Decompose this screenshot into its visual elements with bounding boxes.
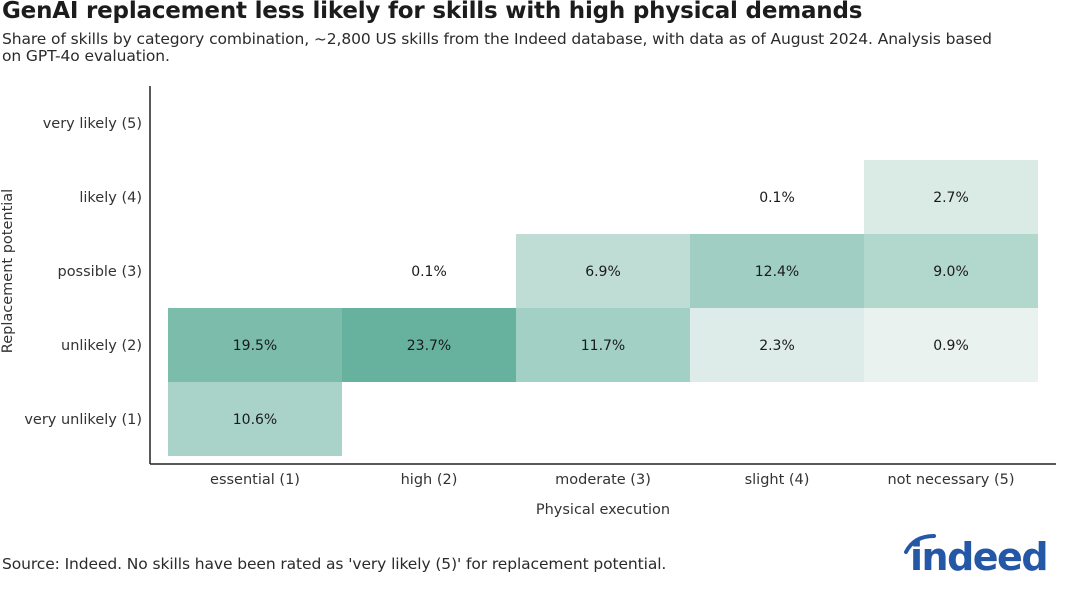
cell-value-label: 0.9%	[933, 338, 969, 354]
indeed-logo: indeed	[904, 534, 1049, 578]
heatmap-cell	[516, 308, 690, 382]
heatmap-cell	[690, 234, 864, 308]
cell-value-label: 6.9%	[585, 264, 621, 280]
cell-value-label: 23.7%	[407, 338, 451, 354]
y-tick-label: unlikely (2)	[61, 338, 142, 354]
heatmap-cell	[864, 234, 1038, 308]
cell-labels: 10.6% 19.5% 23.7% 0.1% 11.7% 6.9% 2.3% 12.4% 0.1…	[233, 190, 969, 428]
chart-subtitle: Share of skills by category combination,…	[2, 30, 992, 65]
y-tick-label: very likely (5)	[43, 116, 142, 132]
cell-value-label: 11.7%	[581, 338, 625, 354]
x-axis-label: Physical execution	[536, 502, 670, 518]
x-tick-label: essential (1)	[210, 472, 300, 488]
heatmap-cell	[168, 308, 342, 382]
cell-value-label: 0.1%	[411, 264, 447, 280]
heatmap-cell	[342, 308, 516, 382]
x-tick-label: not necessary (5)	[887, 472, 1014, 488]
heatmap-cell	[864, 308, 1038, 382]
heatmap-cell	[690, 308, 864, 382]
heatmap-cell	[864, 160, 1038, 234]
cell-value-label: 19.5%	[233, 338, 277, 354]
cell-value-label: 9.0%	[933, 264, 969, 280]
y-tick-labels: very unlikely (1) unlikely (2) possible (3…	[24, 116, 142, 428]
x-tick-label: moderate (3)	[555, 472, 651, 488]
cell-value-label: 0.1%	[759, 190, 795, 206]
x-tick-label: slight (4)	[745, 472, 810, 488]
y-tick-label: very unlikely (1)	[24, 412, 142, 428]
cell-value-label: 12.4%	[755, 264, 799, 280]
cell-value-label: 2.7%	[933, 190, 969, 206]
cell-value-label: 10.6%	[233, 412, 277, 428]
heatmap-cell	[168, 382, 342, 456]
y-tick-label: likely (4)	[79, 190, 142, 206]
chart-title: GenAI replacement less likely for skills…	[2, 0, 863, 24]
y-axis-label: Replacement potential	[0, 189, 16, 353]
heatmap-cells	[168, 160, 1038, 456]
x-tick-label: high (2)	[401, 472, 458, 488]
x-tick-labels: essential (1) high (2) moderate (3) slight …	[210, 472, 1014, 488]
y-tick-label: possible (3)	[57, 264, 142, 280]
source-note: Source: Indeed. No skills have been rate…	[2, 555, 667, 573]
heatmap-cell	[516, 234, 690, 308]
logo-wordmark: indeed	[910, 535, 1047, 578]
cell-value-label: 2.3%	[759, 338, 795, 354]
logo-arc-icon	[904, 534, 936, 554]
